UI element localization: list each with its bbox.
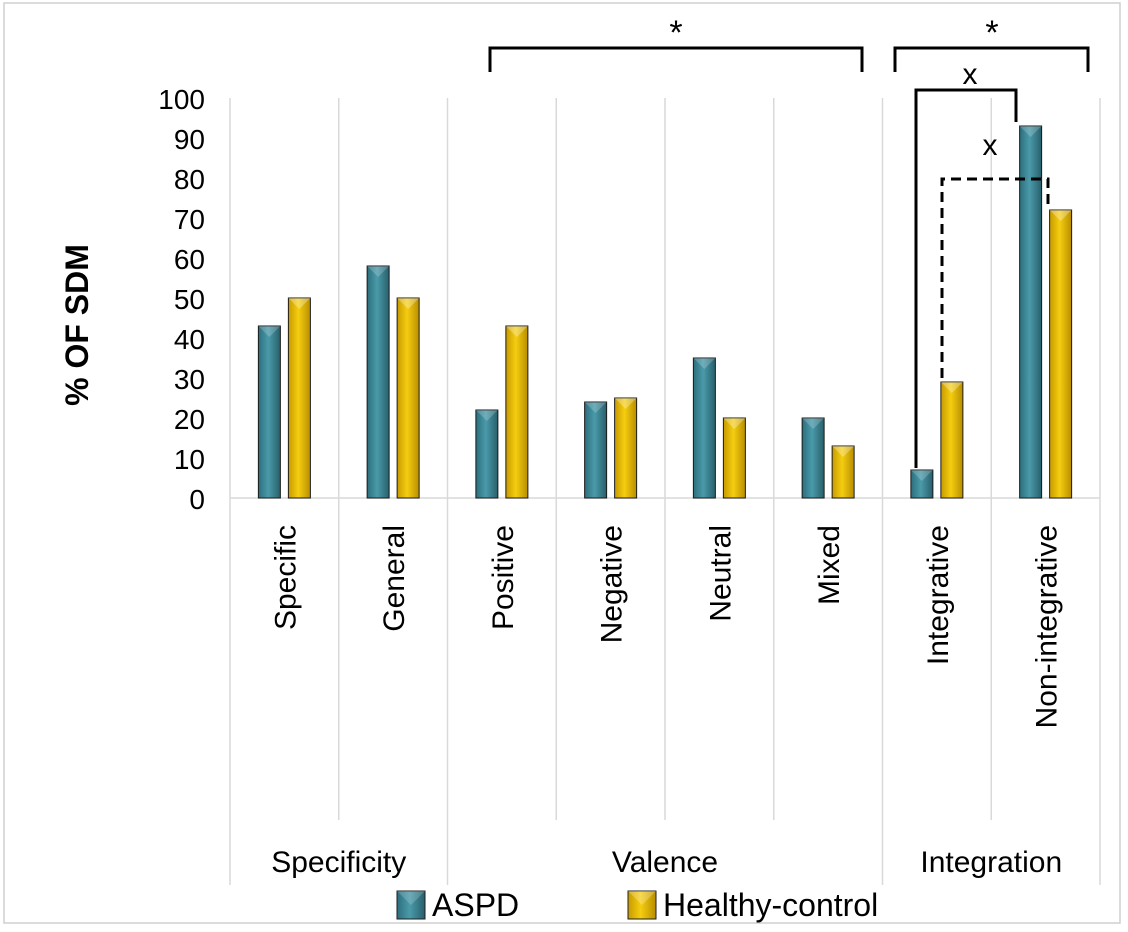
bar-aspd bbox=[692, 357, 716, 499]
bar-bevel-healthy-control bbox=[397, 298, 420, 309]
y-tick-label: 80 bbox=[174, 164, 205, 195]
bar-healthy-control bbox=[287, 297, 311, 499]
bar-bevel-healthy-control bbox=[940, 382, 963, 393]
aspd-integration-bracket bbox=[914, 88, 1018, 468]
bar-bevel-healthy-control bbox=[832, 446, 855, 457]
bar-bevel-aspd bbox=[475, 410, 498, 421]
bar-bevel-aspd bbox=[367, 266, 390, 277]
y-tick-labels: 0 10 20 30 40 50 60 70 80 90 100 bbox=[158, 84, 205, 515]
bar-aspd bbox=[1019, 125, 1043, 499]
x-tick-label: General bbox=[378, 525, 411, 632]
legend-swatch-healthy-control bbox=[627, 890, 657, 920]
legend-swatch-aspd bbox=[396, 890, 426, 920]
x-tick-label: Integrative bbox=[922, 525, 955, 665]
bars bbox=[257, 125, 1073, 499]
x-tick-label: Specific bbox=[269, 525, 302, 630]
legend-item-aspd: ASPD bbox=[396, 887, 519, 923]
bar-bevel-aspd bbox=[693, 358, 716, 369]
hc-comparison-label: x bbox=[983, 129, 998, 162]
bar-bevel-aspd bbox=[584, 402, 607, 413]
y-tick-label: 10 bbox=[174, 444, 205, 475]
bar-bevel-aspd bbox=[1019, 126, 1042, 137]
y-tick-label: 100 bbox=[158, 84, 205, 115]
group-label: Integration bbox=[920, 846, 1062, 879]
x-tick-label: Negative bbox=[596, 525, 629, 643]
bar-healthy-control bbox=[940, 381, 964, 499]
integration-bracket bbox=[893, 46, 1090, 72]
bar-aspd bbox=[584, 401, 608, 499]
x-tick-label: Non-integrative bbox=[1031, 525, 1064, 728]
y-tick-label: 50 bbox=[174, 284, 205, 315]
bar-aspd bbox=[257, 325, 281, 499]
y-axis-title: % OF SDM bbox=[59, 244, 95, 406]
valence-bracket bbox=[488, 46, 864, 72]
chart-frame bbox=[3, 2, 1121, 924]
x-tick-label: Neutral bbox=[704, 525, 737, 622]
significance-annotations: * * x x bbox=[488, 14, 1090, 468]
y-tick-label: 70 bbox=[174, 204, 205, 235]
legend-bevel-healthy-control bbox=[628, 891, 656, 905]
bar-bevel-healthy-control bbox=[505, 326, 528, 337]
y-tick-label: 0 bbox=[189, 484, 205, 515]
x-tick-label: Positive bbox=[487, 525, 520, 630]
bar-healthy-control bbox=[505, 325, 529, 499]
legend-label-healthy-control: Healthy-control bbox=[663, 887, 878, 923]
integration-significance-label: * bbox=[985, 14, 998, 52]
bar-healthy-control bbox=[614, 397, 638, 499]
group-labels: Specificity Valence Integration bbox=[271, 846, 1062, 879]
x-tick-labels: Specific General Positive Negative Neutral Mi… bbox=[269, 525, 1063, 728]
bar-bevel-healthy-control bbox=[614, 398, 637, 409]
aspd-comparison-label: x bbox=[963, 58, 978, 91]
bar-aspd bbox=[366, 265, 390, 499]
bar-aspd bbox=[475, 409, 499, 499]
valence-significance-label: * bbox=[669, 14, 682, 52]
y-tick-label: 60 bbox=[174, 244, 205, 275]
bar-bevel-aspd bbox=[258, 326, 281, 337]
y-tick-label: 20 bbox=[174, 404, 205, 435]
bar-bevel-aspd bbox=[802, 418, 825, 429]
bar-aspd bbox=[801, 417, 825, 499]
bar-healthy-control bbox=[1049, 209, 1073, 499]
bar-healthy-control bbox=[831, 445, 855, 499]
y-tick-label: 40 bbox=[174, 324, 205, 355]
bar-healthy-control bbox=[396, 297, 420, 499]
bar-healthy-control bbox=[722, 417, 746, 499]
bar-bevel-healthy-control bbox=[288, 298, 311, 309]
x-tick-label: Mixed bbox=[813, 525, 846, 605]
bar-bevel-healthy-control bbox=[1049, 210, 1072, 221]
y-tick-label: 90 bbox=[174, 124, 205, 155]
legend-bevel-aspd bbox=[397, 891, 425, 905]
bar-bevel-aspd bbox=[910, 470, 933, 481]
bar-aspd bbox=[910, 469, 934, 499]
y-tick-label: 30 bbox=[174, 364, 205, 395]
legend-item-healthy-control: Healthy-control bbox=[627, 887, 878, 923]
legend: ASPD Healthy-control bbox=[396, 887, 878, 923]
legend-label-aspd: ASPD bbox=[432, 887, 519, 923]
hc-integration-bracket bbox=[940, 177, 1050, 378]
group-label: Specificity bbox=[271, 846, 406, 879]
group-label: Valence bbox=[612, 846, 718, 879]
bar-bevel-healthy-control bbox=[723, 418, 746, 429]
